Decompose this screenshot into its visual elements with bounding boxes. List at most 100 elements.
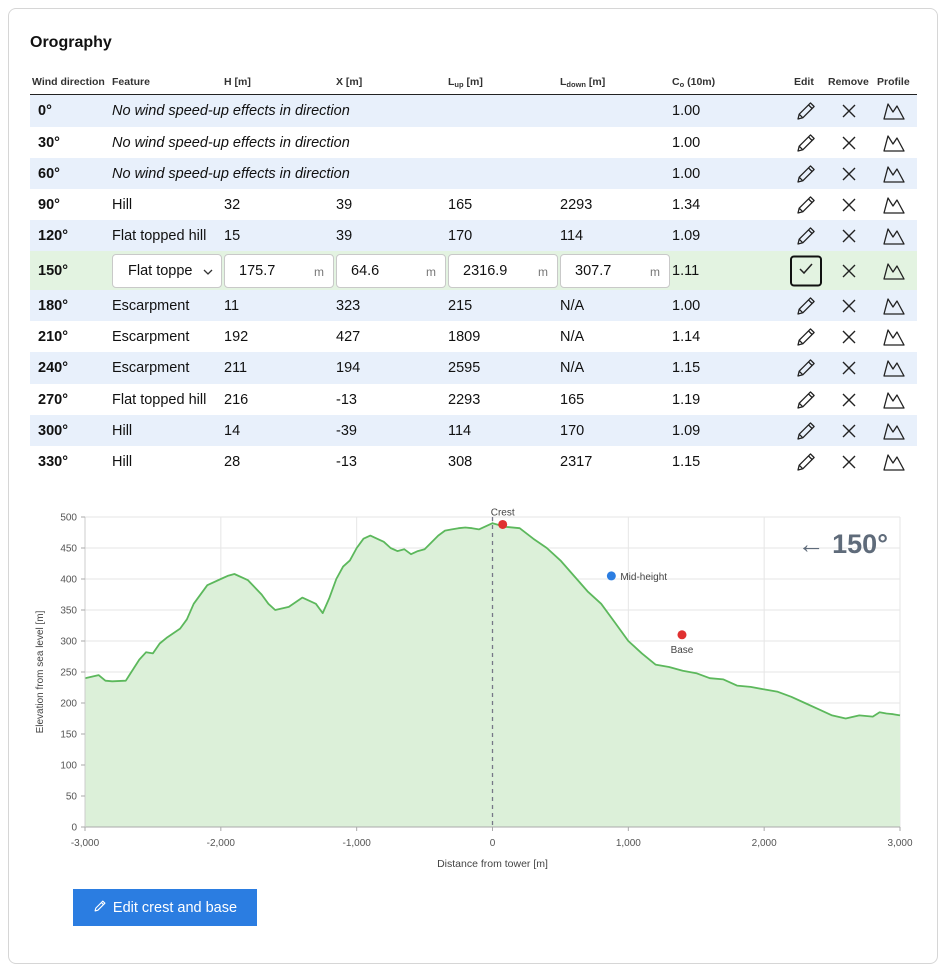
- profile-row-button[interactable]: [882, 261, 906, 281]
- profile-row-button[interactable]: [882, 390, 906, 410]
- edit-row-button[interactable]: [795, 132, 817, 154]
- x-cell: 427: [336, 328, 361, 345]
- profile-row-button[interactable]: [882, 296, 906, 316]
- table-row: 330° Hill 28 -13 308 2317 1.15: [30, 446, 917, 477]
- remove-row-button[interactable]: [841, 263, 857, 279]
- col-header-edit: Edit: [794, 76, 814, 88]
- lup-cell: 215: [448, 297, 473, 314]
- col-header-h: H [m]: [224, 76, 251, 88]
- y-axis-label: Elevation from sea level [m]: [35, 610, 46, 733]
- h-cell: 15: [224, 227, 241, 244]
- mountain-icon: [882, 261, 906, 281]
- co-cell: 1.00: [672, 297, 701, 314]
- profile-row-button[interactable]: [882, 327, 906, 347]
- profile-row-button[interactable]: [882, 226, 906, 246]
- remove-row-button[interactable]: [841, 166, 857, 182]
- remove-row-button[interactable]: [841, 103, 857, 119]
- profile-row-button[interactable]: [882, 195, 906, 215]
- x-input[interactable]: 64.6 m: [336, 254, 446, 288]
- table-row: 90° Hill 32 39 165 2293 1.34: [30, 189, 917, 220]
- profile-row-button[interactable]: [882, 452, 906, 472]
- unit-label: m: [538, 265, 548, 279]
- ldown-cell: 114: [560, 227, 584, 244]
- co-cell: 1.15: [672, 360, 701, 376]
- col-header-feature: Feature: [112, 76, 150, 88]
- wind-direction-cell: 120°: [38, 227, 68, 244]
- edit-row-button[interactable]: [795, 295, 817, 317]
- edit-row-button[interactable]: [795, 357, 817, 379]
- co-cell: 1.09: [672, 227, 701, 244]
- edit-crest-base-button[interactable]: Edit crest and base: [73, 889, 257, 926]
- x-tick-label: -3,000: [71, 838, 100, 849]
- lup-input[interactable]: 2316.9 m: [448, 254, 558, 288]
- h-cell: 211: [224, 360, 248, 376]
- x-cell: -13: [336, 391, 357, 408]
- edit-row-button[interactable]: [795, 194, 817, 216]
- remove-row-button[interactable]: [841, 423, 857, 439]
- mountain-icon: [882, 421, 906, 441]
- mountain-icon: [882, 452, 906, 472]
- edit-row-button[interactable]: [795, 326, 817, 348]
- pencil-icon: [795, 163, 817, 185]
- feature-cell: Escarpment: [112, 297, 190, 314]
- no-effect-message: No wind speed-up effects in direction: [112, 165, 350, 182]
- h-cell: 32: [224, 196, 241, 213]
- lup-cell: 2595: [448, 360, 481, 376]
- feature-cell: Flat topped hill: [112, 227, 207, 244]
- profile-row-button[interactable]: [882, 421, 906, 441]
- profile-row-button[interactable]: [882, 133, 906, 153]
- lup-cell: 114: [448, 422, 472, 439]
- remove-row-button[interactable]: [841, 454, 857, 470]
- mountain-icon: [882, 195, 906, 215]
- edit-row-button[interactable]: [795, 451, 817, 473]
- edit-row-button[interactable]: [795, 163, 817, 185]
- marker-label: Base: [671, 645, 694, 656]
- remove-row-button[interactable]: [841, 298, 857, 314]
- remove-row-button[interactable]: [841, 197, 857, 213]
- table-row: 0° No wind speed-up effects in direction 1…: [30, 95, 917, 127]
- confirm-button[interactable]: [790, 255, 822, 286]
- co-cell: 1.00: [672, 134, 701, 151]
- pencil-icon: [93, 899, 107, 917]
- edit-row-button[interactable]: [795, 100, 817, 122]
- x-cell: -13: [336, 453, 357, 470]
- remove-row-button[interactable]: [841, 329, 857, 345]
- page-title: Orography: [30, 34, 112, 51]
- x-axis-label: Distance from tower [m]: [437, 858, 548, 870]
- marker-crest: [498, 519, 508, 529]
- no-effect-message: No wind speed-up effects in direction: [112, 103, 350, 119]
- profile-row-button[interactable]: [882, 358, 906, 378]
- wind-direction-cell: 300°: [38, 422, 68, 439]
- table-row: 210° Escarpment 192 427 1809 N/A 1.14: [30, 321, 917, 352]
- col-header-wind-direction: Wind direction: [32, 76, 105, 88]
- x-tick-label: -2,000: [207, 838, 236, 849]
- ldown-cell: N/A: [560, 297, 585, 314]
- h-input[interactable]: 175.7 m: [224, 254, 334, 288]
- feature-select[interactable]: Flat toppe: [112, 254, 222, 288]
- header-divider: [30, 94, 917, 96]
- edit-row-button[interactable]: [795, 225, 817, 247]
- remove-row-button[interactable]: [841, 135, 857, 151]
- close-icon: [841, 392, 857, 408]
- pencil-icon: [795, 326, 817, 348]
- remove-row-button[interactable]: [841, 392, 857, 408]
- close-icon: [841, 135, 857, 151]
- col-header-ldown: Ldown [m]: [560, 76, 606, 89]
- co-cell: 1.09: [672, 422, 701, 439]
- ldown-input[interactable]: 307.7 m: [560, 254, 670, 288]
- table-row: 120° Flat topped hill 15 39 170 114 1.09: [30, 220, 917, 251]
- wind-direction-cell: 210°: [38, 328, 68, 345]
- edit-row-button[interactable]: [795, 389, 817, 411]
- marker-base: [677, 630, 687, 640]
- pencil-icon: [795, 295, 817, 317]
- edit-row-button[interactable]: [795, 420, 817, 442]
- y-tick-label: 100: [60, 761, 77, 772]
- remove-row-button[interactable]: [841, 360, 857, 376]
- remove-row-button[interactable]: [841, 228, 857, 244]
- ldown-cell: N/A: [560, 328, 585, 345]
- mountain-icon: [882, 327, 906, 347]
- elevation-profile-chart: 0 50 100 150 200 250 300 350 400 450 500 -3,000 -2,0…: [28, 500, 928, 880]
- co-cell: 1.15: [672, 453, 701, 470]
- profile-row-button[interactable]: [882, 164, 906, 184]
- profile-row-button[interactable]: [882, 101, 906, 121]
